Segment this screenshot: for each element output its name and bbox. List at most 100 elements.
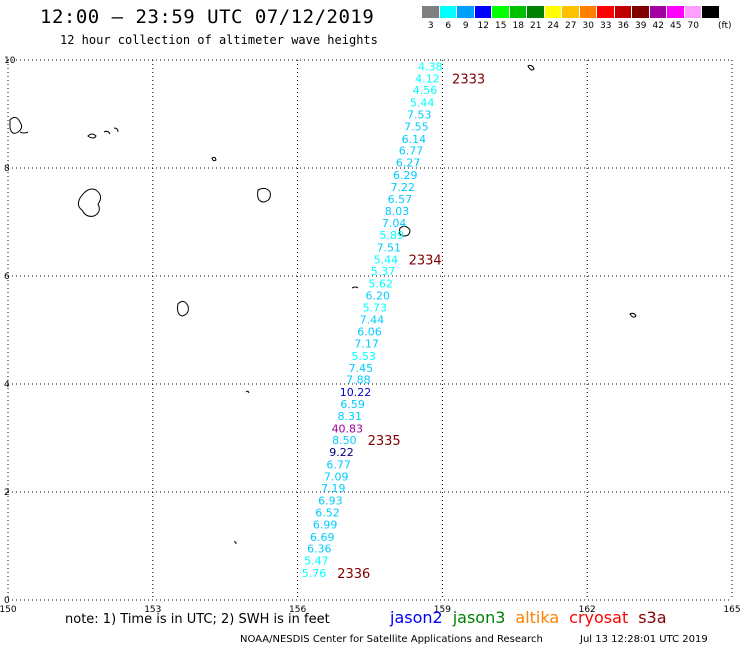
- swh-reading: 4.38: [418, 60, 443, 73]
- y-tick-label: 0: [4, 596, 10, 606]
- scale-swatch: 18: [509, 6, 527, 31]
- generation-timestamp: Jul 13 12:28:01 UTC 2019: [580, 634, 708, 645]
- legend-item-s3a: s3a: [638, 608, 667, 627]
- scale-swatch: 70: [684, 6, 702, 31]
- swh-reading: 7.19: [321, 482, 346, 495]
- swh-reading: 7.22: [391, 181, 416, 194]
- swh-reading: 5.44: [410, 97, 435, 110]
- swh-reading: 10.22: [340, 386, 372, 399]
- swatch-label: 27: [565, 21, 577, 31]
- x-tick-label: 165: [723, 605, 740, 615]
- swh-reading: 7.53: [407, 109, 432, 122]
- island-outline: [211, 156, 217, 162]
- swh-reading: 5.44: [374, 253, 399, 266]
- scale-swatch: 3: [422, 6, 440, 31]
- swh-reading: 5.53: [351, 350, 376, 363]
- swatch-color: [544, 6, 562, 18]
- swatch-label: 42: [652, 21, 664, 31]
- island-outline: [245, 390, 250, 394]
- swatch-color: [474, 6, 492, 18]
- scale-unit: (ft): [718, 21, 732, 31]
- y-tick-label: 4: [4, 380, 10, 390]
- scale-swatch: 15: [492, 6, 510, 31]
- scale-swatch: 39: [632, 6, 650, 31]
- swatch-label: 70: [687, 21, 699, 31]
- axis-tick-labels: 150 153 156 159 162 165 0 2 4 6 8 10: [0, 56, 740, 615]
- swh-reading: 40.83: [332, 422, 364, 435]
- swh-reading: 9.22: [329, 446, 354, 459]
- swh-reading: 5.76: [302, 567, 327, 580]
- island-outline: [77, 188, 102, 217]
- x-tick-label: 162: [579, 605, 596, 615]
- scale-swatch: 36: [614, 6, 632, 31]
- swatch-color: [667, 6, 685, 18]
- swatch-label: 45: [670, 21, 682, 31]
- swh-reading: 6.69: [310, 531, 335, 544]
- island-outline: [103, 130, 111, 135]
- scale-swatch: 33: [597, 6, 615, 31]
- swh-reading: 7.09: [324, 470, 349, 483]
- swh-reading: 6.77: [326, 458, 351, 471]
- swh-reading: 7.44: [360, 314, 385, 327]
- swatch-color: [614, 6, 632, 18]
- swatch-color: [439, 6, 457, 18]
- scale-swatch: 12: [474, 6, 492, 31]
- pass-number: 2333: [452, 72, 485, 87]
- x-tick-label: 159: [434, 605, 451, 615]
- swh-reading: 6.06: [357, 326, 382, 339]
- swh-reading: 6.20: [365, 289, 390, 302]
- swh-reading: 7.51: [377, 241, 402, 254]
- swatch-color: [509, 6, 527, 18]
- scale-swatch: [702, 6, 720, 31]
- satellite-legend: jason2 jason3 altika cryosat s3a: [390, 608, 667, 627]
- swh-reading: 7.45: [349, 362, 374, 375]
- map-grid: [7, 59, 733, 601]
- swh-reading: 4.56: [413, 84, 438, 97]
- scale-swatch: 27: [562, 6, 580, 31]
- swatch-color: [597, 6, 615, 18]
- swh-reading: 6.57: [388, 193, 413, 206]
- legend-item-jason2: jason2: [390, 608, 443, 627]
- swh-reading: 8.50: [332, 434, 357, 447]
- island-outline: [233, 541, 237, 545]
- island-outline: [527, 64, 535, 71]
- y-tick-label: 10: [4, 56, 16, 66]
- swatch-label: 12: [477, 21, 489, 31]
- y-tick-label: 6: [4, 272, 10, 282]
- swatch-color: [562, 6, 580, 18]
- scale-swatch: 6: [439, 6, 457, 31]
- swh-reading: 7.88: [346, 374, 371, 387]
- island-outline: [113, 127, 119, 133]
- swatch-color: [649, 6, 667, 18]
- y-tick-label: 2: [4, 488, 10, 498]
- x-tick-label: 150: [0, 605, 17, 615]
- swh-reading: 6.14: [402, 133, 427, 146]
- pass-number: 2335: [368, 434, 401, 449]
- wave-height-readings: 4.384.124.565.447.537.556.146.776.276.29…: [302, 60, 443, 580]
- legend-item-jason3: jason3: [452, 608, 506, 627]
- swh-reading: 6.27: [396, 157, 421, 170]
- x-tick-label: 153: [144, 605, 161, 615]
- swatch-color: [492, 6, 510, 18]
- swatch-color: [632, 6, 650, 18]
- swatch-label: 3: [427, 21, 434, 31]
- island-outline: [399, 225, 411, 237]
- island-outline: [629, 312, 637, 318]
- island-outline: [87, 133, 97, 139]
- swatch-color: [527, 6, 545, 18]
- footnote: note: 1) Time is in UTC; 2) SWH is in fe…: [65, 612, 330, 627]
- legend-item-cryosat: cryosat: [569, 608, 629, 627]
- scale-swatch: 42: [649, 6, 667, 31]
- pass-number: 2336: [337, 567, 370, 582]
- swatch-color: [422, 6, 440, 18]
- map-subtitle: 12 hour collection of altimeter wave hei…: [60, 33, 378, 47]
- island-outlines: [9, 64, 637, 545]
- swh-reading: 8.03: [385, 205, 410, 218]
- swh-reading: 7.55: [404, 120, 429, 133]
- swatch-label: 15: [495, 21, 507, 31]
- swh-reading: 6.99: [313, 518, 338, 531]
- swh-reading: 4.12: [415, 72, 440, 85]
- swh-reading: 5.73: [363, 301, 388, 314]
- swh-reading: 6.52: [315, 507, 340, 520]
